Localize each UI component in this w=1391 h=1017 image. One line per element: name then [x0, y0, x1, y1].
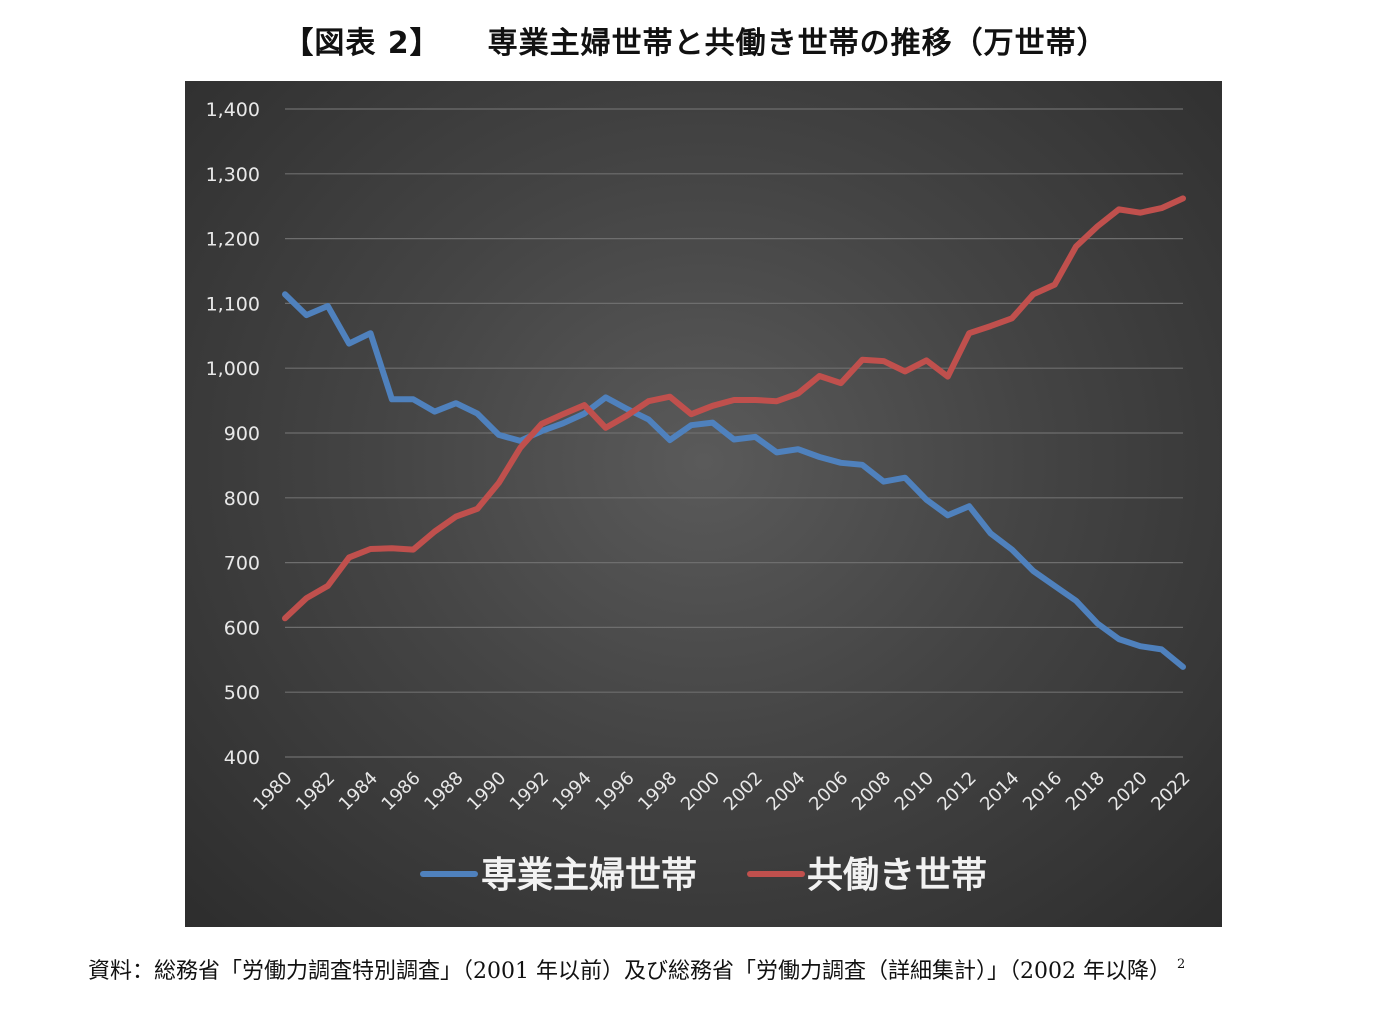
x-tick-label: 1996	[591, 768, 638, 815]
y-tick-label: 700	[224, 553, 260, 575]
legend-label: 専業主婦世帯	[481, 855, 697, 896]
series-line-1	[282, 291, 1186, 670]
legend-label: 共働き世帯	[807, 855, 987, 896]
x-tick-label: 2008	[848, 768, 895, 815]
y-tick-label: 1,300	[206, 164, 260, 186]
x-tick-label: 2010	[891, 768, 938, 815]
x-tick-label: 1980	[249, 768, 296, 815]
x-tick-label: 2004	[762, 768, 809, 815]
chart-area: 400 500 600 700 800 900 1,000 1,100 1,200 1,300 1,…	[185, 81, 1222, 927]
series-line-2	[282, 195, 1186, 622]
y-tick-label: 900	[224, 423, 260, 445]
x-tick-label: 1994	[549, 768, 596, 815]
x-tick-label: 1988	[420, 768, 467, 815]
chart-title: 【図表 2】 専業主婦世帯と共働き世帯の推移（万世帯）	[283, 26, 1108, 61]
x-tick-label: 1982	[292, 768, 339, 815]
x-tick-label: 2006	[805, 768, 852, 815]
line-chart: 400 500 600 700 800 900 1,000 1,100 1,200 1,300 1,…	[206, 99, 1195, 896]
x-tick-label: 2016	[1019, 768, 1066, 815]
y-tick-label: 800	[224, 488, 260, 510]
x-tick-label: 1998	[634, 768, 681, 815]
x-tick-label: 2012	[933, 768, 980, 815]
y-tick-label: 500	[224, 682, 260, 704]
x-tick-label: 2000	[677, 768, 724, 815]
y-tick-label: 1,400	[206, 99, 260, 121]
x-tick-label: 2014	[976, 768, 1023, 815]
x-tick-label: 2002	[720, 768, 767, 815]
y-tick-label: 1,100	[206, 293, 260, 315]
x-tick-label: 2022	[1147, 768, 1194, 815]
y-tick-label: 1,200	[206, 229, 260, 251]
source-text: 資料：総務省「労働力調査特別調査」（2001 年以前）及び総務省「労働力調査（詳…	[88, 959, 1171, 984]
x-tick-label: 1986	[378, 768, 425, 815]
footnote-mark: 2	[1176, 957, 1186, 972]
y-tick-label: 1,000	[206, 358, 260, 380]
x-tick-label: 1984	[335, 768, 382, 815]
x-tick-label: 1992	[506, 768, 553, 815]
y-tick-label: 400	[224, 747, 260, 769]
x-tick-label: 2018	[1062, 768, 1109, 815]
y-tick-label: 600	[224, 617, 260, 639]
x-tick-label: 2020	[1105, 768, 1152, 815]
x-tick-label: 1990	[463, 768, 510, 815]
source-note: 資料：総務省「労働力調査特別調査」（2001 年以前）及び総務省「労働力調査（詳…	[88, 953, 1185, 985]
